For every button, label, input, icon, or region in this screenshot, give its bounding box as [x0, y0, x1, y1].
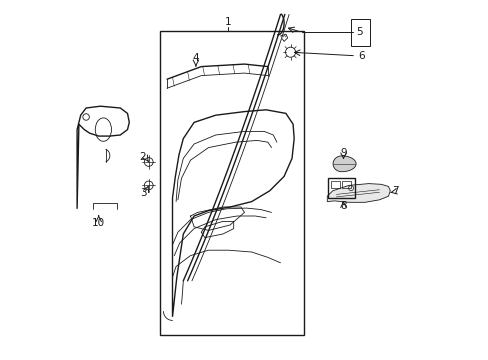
Text: 10: 10 — [92, 218, 105, 228]
Bar — [342, 181, 350, 188]
Text: 3: 3 — [140, 188, 146, 198]
Polygon shape — [332, 156, 355, 172]
Text: 8: 8 — [340, 201, 346, 211]
Bar — [328, 178, 355, 198]
Text: 7: 7 — [391, 186, 398, 196]
Text: 2: 2 — [140, 152, 146, 162]
Text: 5: 5 — [355, 27, 362, 37]
Text: 6: 6 — [357, 51, 364, 61]
Text: 9: 9 — [340, 148, 346, 158]
Text: 4: 4 — [192, 53, 199, 63]
Bar — [330, 181, 339, 188]
Text: 1: 1 — [224, 17, 231, 27]
Bar — [160, 31, 303, 335]
Polygon shape — [326, 184, 389, 202]
Bar — [350, 19, 370, 46]
